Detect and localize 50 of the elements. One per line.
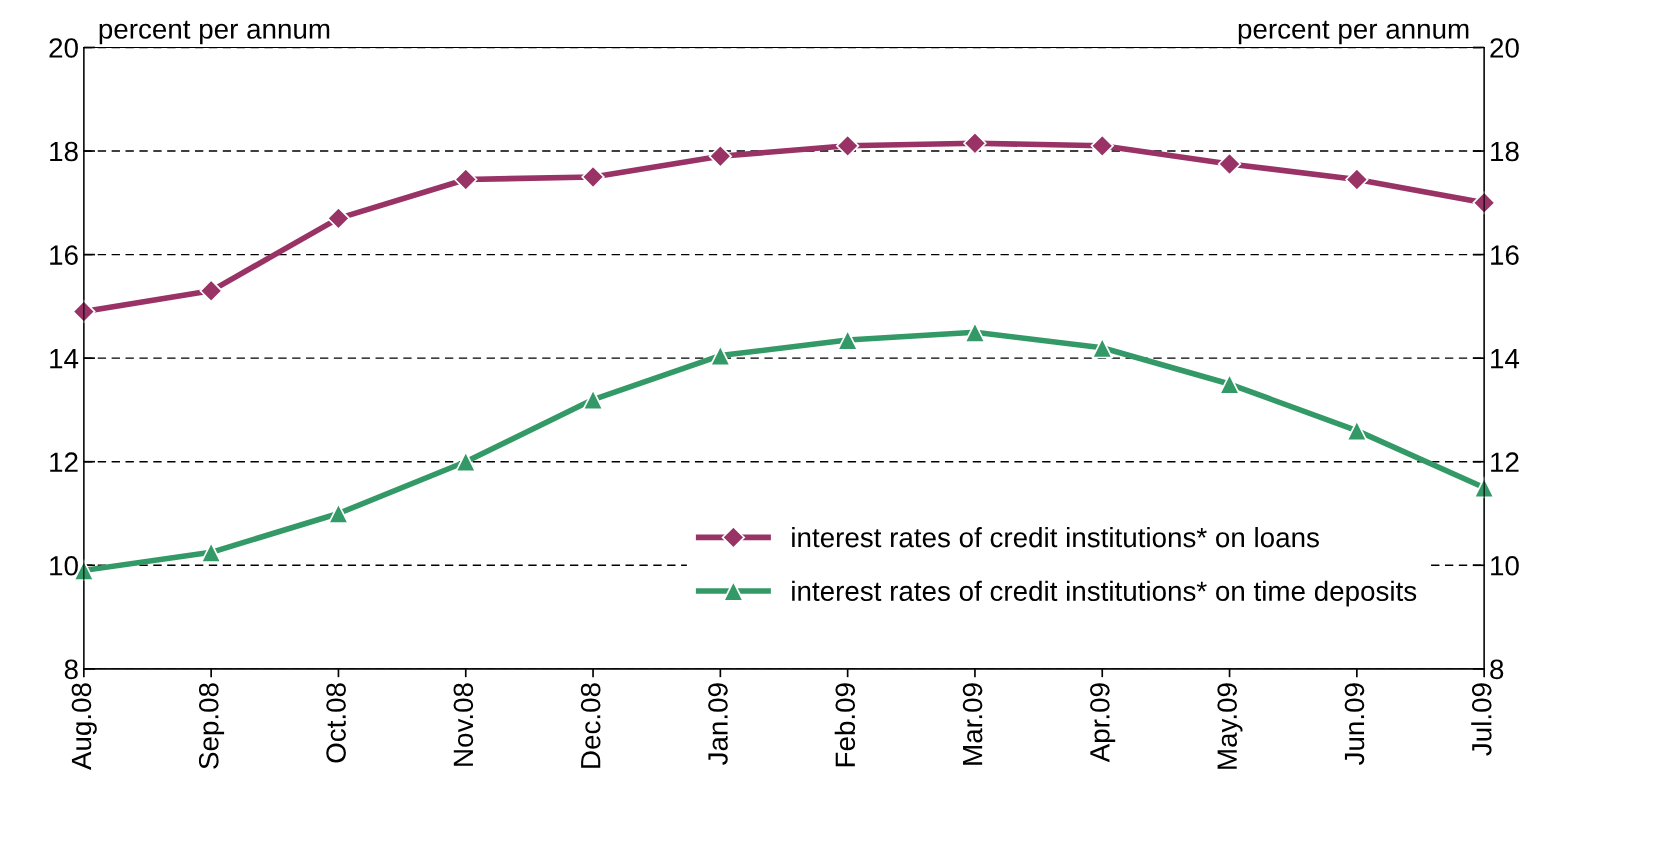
point <box>963 131 987 155</box>
point <box>581 165 605 189</box>
point <box>709 344 731 367</box>
x-tick-label: Jun.09 <box>1344 683 1365 765</box>
point <box>1346 420 1368 442</box>
y2-tick-label: 8 <box>1490 659 1504 680</box>
y2-tick-label: 16 <box>1491 245 1519 265</box>
point <box>1090 134 1114 158</box>
y-tick-label: 12 <box>50 452 78 472</box>
legend-label: interest rates of credit institutions* on loans <box>792 526 1319 548</box>
point <box>1218 373 1241 395</box>
y2-tick-label: 10 <box>1491 555 1519 576</box>
x-tick-label: Sep.08 <box>198 683 225 769</box>
point <box>1345 167 1369 192</box>
point <box>1091 337 1113 359</box>
y-tick-label: 10 <box>50 555 78 576</box>
point <box>327 502 350 525</box>
point <box>582 389 604 411</box>
y2-tick-label: 14 <box>1491 349 1520 369</box>
point <box>200 541 222 563</box>
y-tick-label: 8 <box>64 659 78 680</box>
x-tick-label: Mar.09 <box>962 683 983 765</box>
x-tick-label: Jan.09 <box>708 683 728 765</box>
y2-tick-label: 12 <box>1491 452 1519 472</box>
legend-label: interest rates of credit institutions* on time deposits <box>792 580 1417 607</box>
y-tick-label: 18 <box>50 141 78 162</box>
x-tick-label: Nov.08 <box>453 683 474 766</box>
point <box>326 206 351 230</box>
y-tick-label: 20 <box>49 38 78 58</box>
point <box>455 451 477 473</box>
x-tick-label: Apr.09 <box>1090 683 1116 763</box>
x-tick-label: Feb.09 <box>834 683 856 767</box>
point <box>836 134 860 158</box>
point <box>454 167 478 192</box>
point <box>708 144 732 168</box>
point <box>199 279 223 303</box>
y2-tick-label: 20 <box>1490 38 1519 58</box>
y-tick-label: 16 <box>50 245 78 265</box>
point <box>964 321 986 343</box>
x-tick-label: Aug.08 <box>71 683 97 770</box>
point <box>1217 152 1242 176</box>
y-tick-label: 14 <box>50 349 79 369</box>
x-tick-label: Dec.08 <box>580 683 601 768</box>
y2-axis-title: percent per annum <box>1238 20 1469 45</box>
y2-tick-label: 18 <box>1491 141 1519 162</box>
x-tick-label: Oct.08 <box>326 683 346 763</box>
y-axis-title: percent per annum <box>99 20 330 45</box>
point <box>837 329 859 351</box>
x-tick-label: May.09 <box>1217 683 1243 769</box>
x-tick-label: Jul.09 <box>1471 683 1492 756</box>
